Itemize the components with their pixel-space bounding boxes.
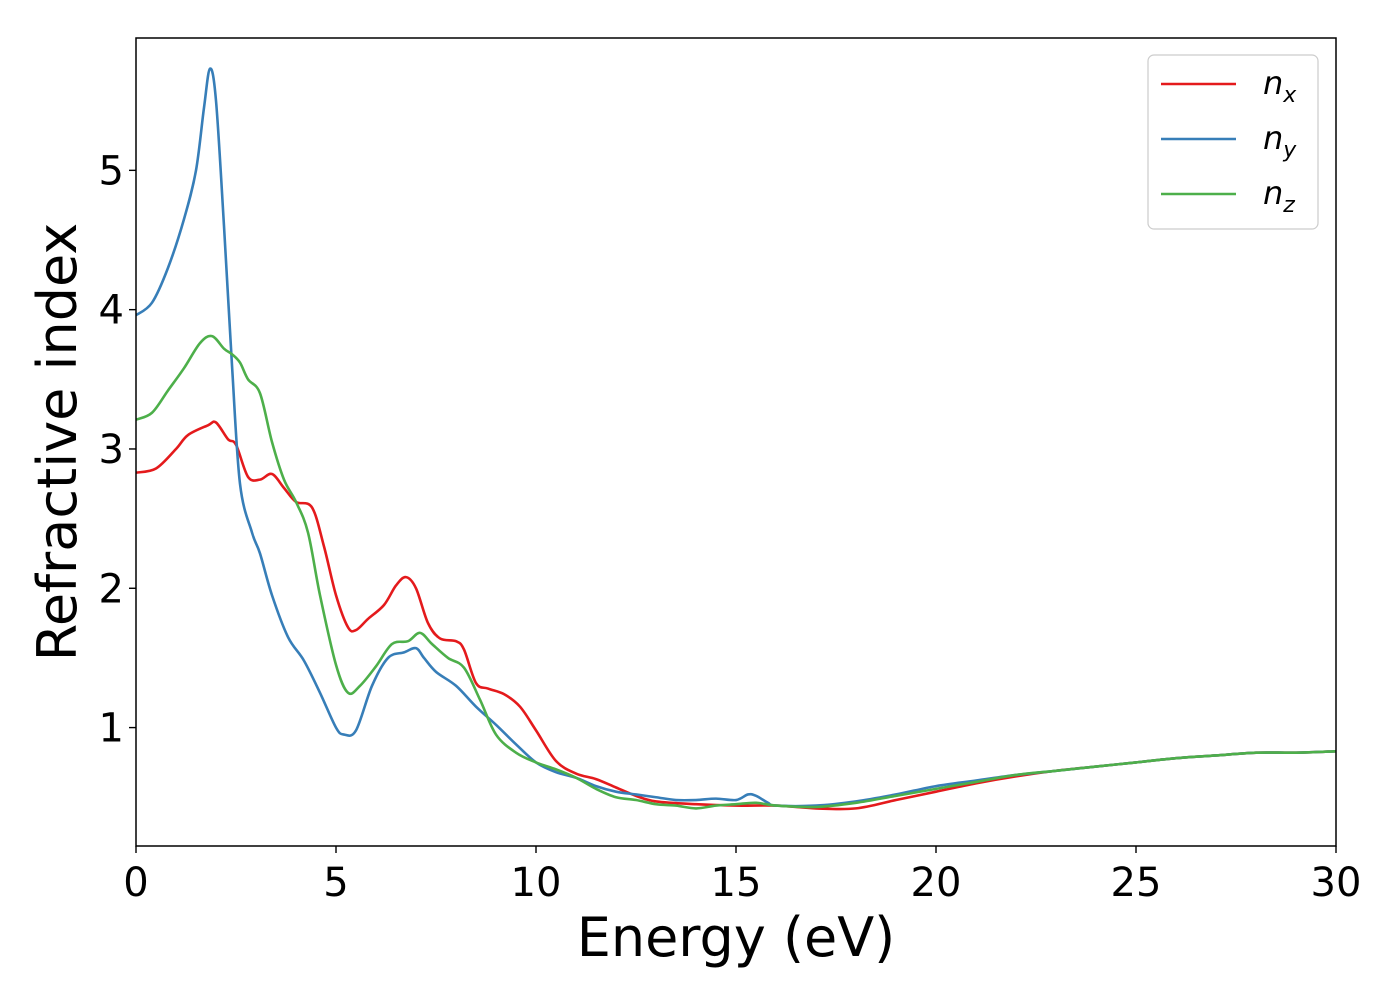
series-layer — [136, 67, 1336, 811]
series-line-nx — [136, 420, 1336, 811]
x-tick-label: 15 — [711, 860, 762, 906]
legend-box — [1147, 54, 1319, 230]
legend-label-ny: ny — [1263, 119, 1297, 163]
legend-label-nz: nz — [1263, 174, 1295, 218]
legend: nx ny nz — [1147, 54, 1319, 230]
series-line-ny — [136, 67, 1336, 808]
y-axis: 1 2 3 4 5 — [99, 148, 136, 752]
series-line-nz — [136, 334, 1336, 810]
x-tick-label: 0 — [123, 860, 148, 906]
y-tick-label: 4 — [99, 288, 124, 334]
y-tick-label: 1 — [99, 706, 124, 752]
x-tick-label: 5 — [323, 860, 348, 906]
x-axis-label: Energy (eV) — [577, 906, 896, 969]
x-tick-label: 20 — [911, 860, 962, 906]
x-tick-label: 30 — [1311, 860, 1362, 906]
x-tick-label: 25 — [1111, 860, 1162, 906]
x-tick-label: 10 — [511, 860, 562, 906]
y-tick-label: 5 — [99, 148, 124, 194]
legend-label-nx: nx — [1263, 64, 1297, 108]
y-tick-label: 2 — [99, 566, 124, 612]
x-axis: 0 5 10 15 20 25 30 — [123, 846, 1361, 906]
y-tick-label: 3 — [99, 427, 124, 473]
y-axis-label: Refractive index — [26, 223, 89, 662]
